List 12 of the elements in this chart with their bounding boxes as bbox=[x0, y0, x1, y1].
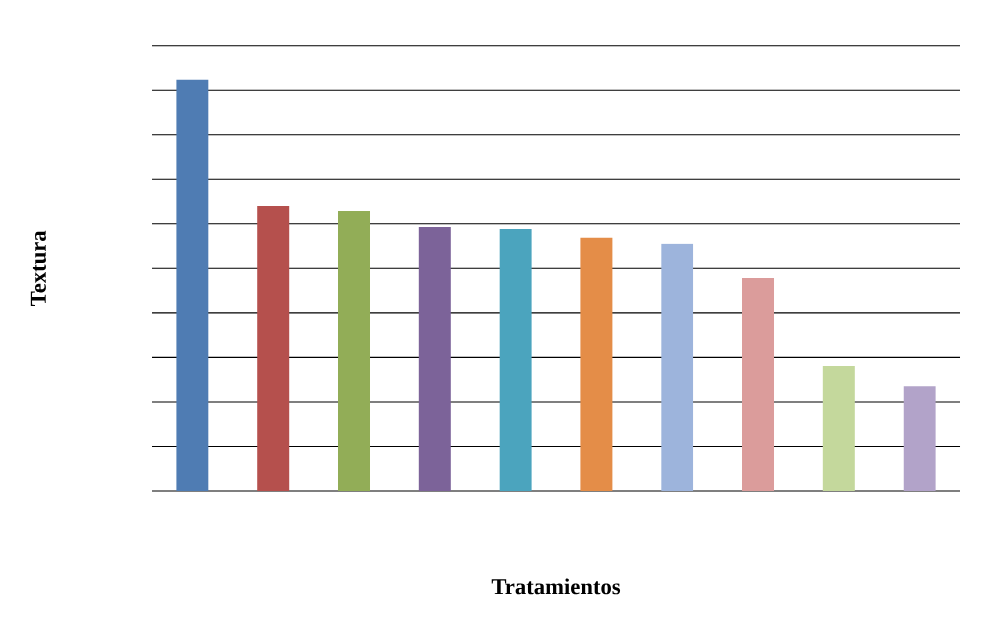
bar bbox=[580, 237, 613, 491]
bar bbox=[338, 210, 371, 491]
bar bbox=[176, 79, 209, 491]
bar bbox=[822, 365, 855, 491]
x-axis-title: Tratamientos bbox=[491, 578, 621, 595]
bar bbox=[499, 229, 532, 491]
bar bbox=[903, 386, 936, 491]
bar bbox=[742, 278, 775, 491]
bar bbox=[661, 243, 694, 491]
bar bbox=[418, 227, 451, 491]
bar bbox=[257, 206, 290, 491]
y-axis-title: Textura bbox=[30, 230, 46, 306]
